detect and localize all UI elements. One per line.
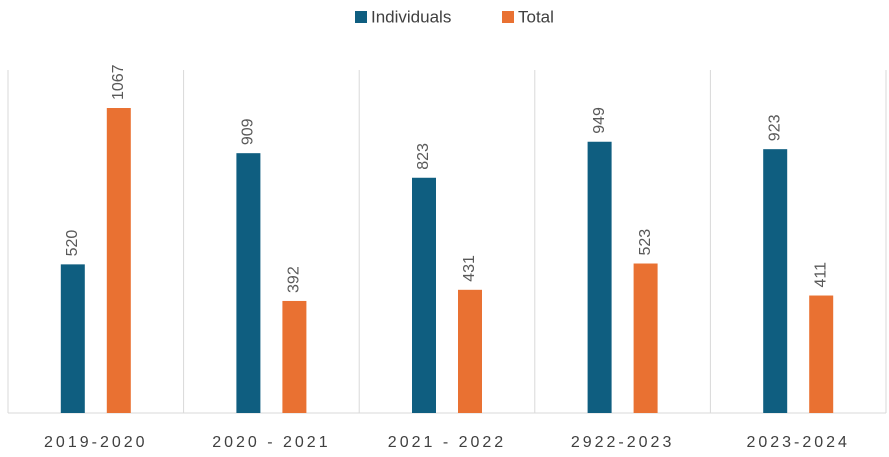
x-tick-label: 2922-2023 <box>571 434 675 451</box>
bar <box>236 153 261 414</box>
value-label: 823 <box>415 143 432 170</box>
legend-label: Individuals <box>371 7 451 26</box>
value-label: 1067 <box>110 64 127 100</box>
bar <box>633 263 658 413</box>
x-tick-label: 2023-2024 <box>746 434 850 451</box>
bar <box>458 289 482 413</box>
bar <box>60 264 85 413</box>
value-label: 392 <box>286 266 303 293</box>
x-tick-label: 2021 - 2022 <box>388 434 506 451</box>
bar <box>763 149 788 413</box>
value-label: 523 <box>637 229 654 256</box>
x-tick-label: 2020 - 2021 <box>212 434 330 451</box>
value-label: 909 <box>240 118 257 145</box>
legend-swatch <box>502 11 514 23</box>
value-label: 520 <box>64 230 81 257</box>
legend-label: Total <box>518 7 554 26</box>
bar <box>282 300 307 413</box>
value-label: 431 <box>461 255 478 282</box>
x-tick-label: 2019-2020 <box>44 434 148 451</box>
legend-swatch <box>355 11 367 23</box>
bar <box>809 295 834 413</box>
value-label: 923 <box>766 114 783 141</box>
value-label: 949 <box>591 107 608 134</box>
bar <box>587 141 612 413</box>
bar <box>106 108 131 413</box>
value-label: 411 <box>812 262 829 288</box>
bar <box>412 177 436 413</box>
